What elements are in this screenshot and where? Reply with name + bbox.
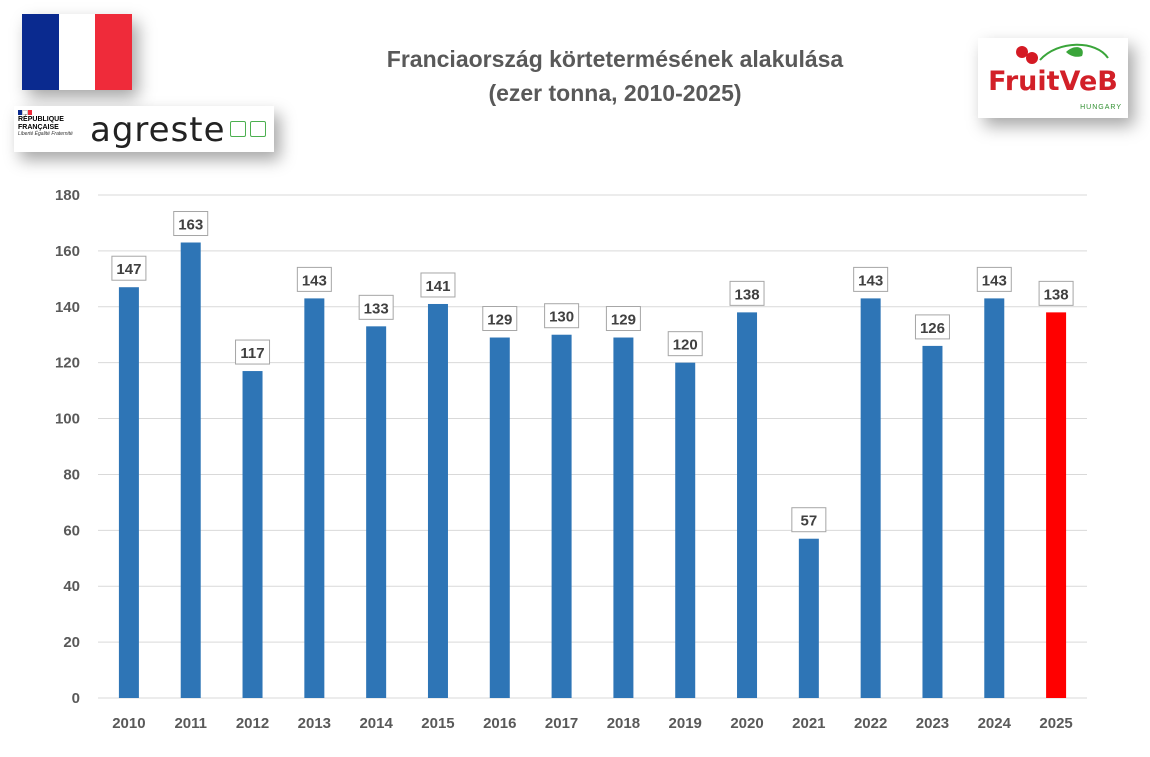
x-tick-label: 2022 bbox=[854, 715, 887, 732]
x-tick-label: 2023 bbox=[916, 715, 949, 732]
fruitveb-logo: FruitVeB HUNGARY bbox=[978, 38, 1128, 118]
bar bbox=[613, 337, 634, 698]
data-label-box bbox=[667, 331, 703, 357]
data-label: 133 bbox=[364, 300, 389, 317]
x-tick-label: 2021 bbox=[792, 715, 825, 732]
data-label-box bbox=[482, 306, 518, 332]
y-tick-label: 0 bbox=[72, 690, 80, 707]
x-tick-label: 2016 bbox=[483, 715, 516, 732]
bar bbox=[551, 334, 572, 698]
data-label: 147 bbox=[116, 261, 141, 278]
chart-title-line1: Franciaország körtetermésének alakulása bbox=[386, 46, 844, 72]
data-label: 141 bbox=[425, 278, 450, 295]
data-label: 120 bbox=[673, 337, 698, 354]
bar bbox=[798, 538, 819, 698]
leaf-icon bbox=[250, 121, 266, 137]
bar bbox=[922, 345, 943, 698]
bar bbox=[427, 303, 448, 698]
y-tick-label: 180 bbox=[55, 187, 80, 204]
x-tick-label: 2017 bbox=[545, 715, 578, 732]
data-label: 143 bbox=[858, 272, 883, 289]
x-tick-label: 2018 bbox=[607, 715, 640, 732]
x-tick-label: 2012 bbox=[236, 715, 269, 732]
data-label: 138 bbox=[1044, 286, 1069, 303]
bar bbox=[675, 362, 696, 698]
data-label-box bbox=[358, 294, 394, 320]
data-label: 143 bbox=[302, 272, 327, 289]
bar bbox=[1046, 312, 1067, 698]
flag-red-stripe bbox=[95, 14, 133, 90]
chart-title-line2: (ezer tonna, 2010-2025) bbox=[488, 80, 742, 106]
y-tick-label: 80 bbox=[63, 466, 80, 483]
france-flag bbox=[22, 14, 133, 90]
x-tick-label: 2013 bbox=[298, 715, 331, 732]
motto-text: Liberté Égalité Fraternité bbox=[18, 131, 73, 137]
data-label: 126 bbox=[920, 320, 945, 337]
data-label-box bbox=[420, 272, 456, 298]
data-label-box bbox=[914, 314, 950, 340]
x-tick-label: 2011 bbox=[174, 715, 207, 732]
x-tick-label: 2015 bbox=[421, 715, 454, 732]
data-label-box bbox=[976, 266, 1012, 292]
flag-white-stripe bbox=[58, 14, 96, 90]
fruitveb-wordmark: FruitVeB bbox=[988, 66, 1118, 97]
y-tick-label: 160 bbox=[55, 243, 80, 260]
data-label-box bbox=[605, 306, 641, 332]
data-label: 138 bbox=[735, 286, 760, 303]
data-label: 57 bbox=[801, 513, 818, 530]
data-label: 163 bbox=[178, 217, 203, 234]
data-label: 130 bbox=[549, 309, 574, 326]
y-tick-label: 100 bbox=[55, 411, 80, 428]
chart-icon bbox=[230, 121, 246, 137]
data-label-box bbox=[1038, 280, 1074, 306]
x-tick-label: 2020 bbox=[730, 715, 763, 732]
y-tick-label: 120 bbox=[55, 355, 80, 372]
data-label: 117 bbox=[240, 345, 264, 362]
data-label-box bbox=[853, 266, 889, 292]
bar bbox=[737, 312, 758, 698]
bar bbox=[366, 326, 387, 698]
fruitveb-subtitle: HUNGARY bbox=[1080, 104, 1122, 111]
x-tick-label: 2024 bbox=[978, 715, 1012, 732]
bar bbox=[118, 287, 139, 698]
data-label-box bbox=[544, 303, 580, 329]
cherry-icon bbox=[1026, 52, 1038, 64]
data-label: 143 bbox=[982, 272, 1007, 289]
y-tick-label: 40 bbox=[63, 578, 80, 595]
data-label: 129 bbox=[487, 312, 512, 329]
chart-title: Franciaország körtetermésének alakulása … bbox=[300, 42, 930, 110]
x-tick-label: 2025 bbox=[1039, 715, 1072, 732]
data-label-box bbox=[791, 507, 827, 533]
republique-francaise-logo: RÉPUBLIQUE FRANÇAISE Liberté Égalité Fra… bbox=[18, 110, 78, 137]
x-tick-label: 2014 bbox=[359, 715, 393, 732]
y-tick-label: 20 bbox=[63, 634, 80, 651]
x-tick-label: 2019 bbox=[669, 715, 702, 732]
francaise-text: FRANÇAISE bbox=[18, 124, 59, 131]
leaf-swirl-icon bbox=[1039, 43, 1109, 61]
agreste-logo: RÉPUBLIQUE FRANÇAISE Liberté Égalité Fra… bbox=[14, 106, 274, 152]
y-tick-label: 140 bbox=[55, 299, 80, 316]
agreste-wordmark: agreste bbox=[90, 110, 226, 150]
bar bbox=[489, 337, 510, 698]
bar bbox=[242, 371, 263, 698]
cherry-icon bbox=[1016, 46, 1028, 58]
bar bbox=[304, 298, 325, 698]
data-label-box bbox=[235, 339, 271, 365]
bar bbox=[180, 242, 201, 698]
data-label: 129 bbox=[611, 312, 636, 329]
data-label-box bbox=[111, 255, 147, 281]
y-tick-label: 60 bbox=[63, 522, 80, 539]
bar bbox=[860, 298, 881, 698]
data-label-box bbox=[296, 266, 332, 292]
bar bbox=[984, 298, 1005, 698]
data-label-box bbox=[173, 211, 209, 237]
x-tick-label: 2010 bbox=[112, 715, 145, 732]
data-label-box bbox=[729, 280, 765, 306]
flag-blue-stripe bbox=[22, 14, 59, 90]
republique-text: RÉPUBLIQUE bbox=[18, 116, 64, 123]
